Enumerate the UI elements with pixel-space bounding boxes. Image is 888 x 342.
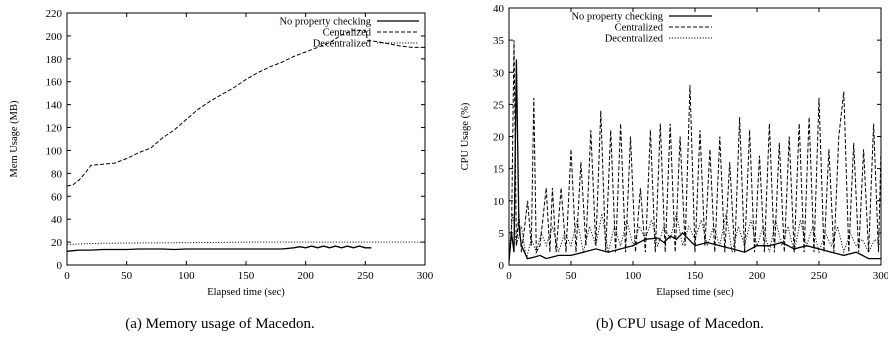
x-tick-label: 100 [178,270,195,282]
y-axis-label: Mem Usage (MB) [9,100,20,177]
y-tick-label: 30 [493,67,505,79]
cpu-usage-chart: 0 50 100 150 200 250 300 0 5 10 15 20 25 30 35 40 Elapse… [460,3,888,332]
legend-label: No property checking [571,12,663,23]
y-tick-label: 25 [493,99,505,111]
y-tick-label: 10 [493,196,505,208]
x-tick-label: 200 [297,270,314,282]
x-axis-label: Elapsed time (sec) [207,287,285,298]
legend-label: Centralized [615,23,664,34]
x-tick-label: 250 [357,270,374,282]
series-line-centralized [509,40,881,259]
legend-label: Decentralized [605,34,664,45]
x-tick-label: 100 [625,270,642,282]
y-tick-label: 5 [499,228,505,240]
y-tick-label: 40 [493,3,505,15]
y-axis-label: CPU Usage (%) [460,102,471,170]
memory-usage-chart: 0 50 100 150 200 250 300 0 20 40 60 80 100 120 140 160 1… [9,8,434,332]
x-tick-label: 0 [506,270,512,282]
x-tick-label: 250 [811,270,828,282]
x-tick-label: 150 [238,270,255,282]
x-tick-label: 150 [687,270,704,282]
y-tick-label: 0 [57,260,63,272]
x-tick-label: 200 [749,270,766,282]
x-tick-label: 0 [64,270,70,282]
y-tick-label: 60 [51,191,63,203]
y-tick-label: 220 [46,8,63,20]
y-tick-label: 40 [51,214,63,226]
series-line-decentralized [67,241,425,245]
y-tick-label: 100 [46,145,63,157]
y-tick-label: 20 [493,132,505,144]
y-tick-label: 20 [51,237,63,249]
legend-label: Centralized [323,28,372,39]
y-tick-label: 0 [499,260,505,272]
y-tick-label: 15 [493,164,505,176]
series-line-decentralized [509,213,881,259]
y-tick-label: 160 [46,77,63,89]
x-tick-label: 50 [121,270,133,282]
series-line-centralized [67,29,425,187]
legend-label: No property checking [279,17,371,28]
legend-label: Decentralized [313,39,372,50]
y-tick-label: 180 [46,54,63,66]
y-tick-label: 200 [46,31,63,43]
series-line-no-property-checking [67,245,372,252]
y-tick-label: 140 [46,100,63,112]
figure-caption: (b) CPU usage of Macedon. [596,316,764,332]
plot-frame [66,12,426,266]
x-tick-label: 300 [417,270,434,282]
series-line-no-property-checking [509,59,881,262]
y-tick-label: 120 [46,123,63,135]
x-axis-label: Elapsed time (sec) [656,287,734,298]
y-tick-label: 35 [493,35,505,47]
x-tick-label: 300 [873,270,888,282]
x-tick-label: 50 [566,270,578,282]
figure-caption: (a) Memory usage of Macedon. [125,316,315,332]
y-tick-label: 80 [51,168,63,180]
